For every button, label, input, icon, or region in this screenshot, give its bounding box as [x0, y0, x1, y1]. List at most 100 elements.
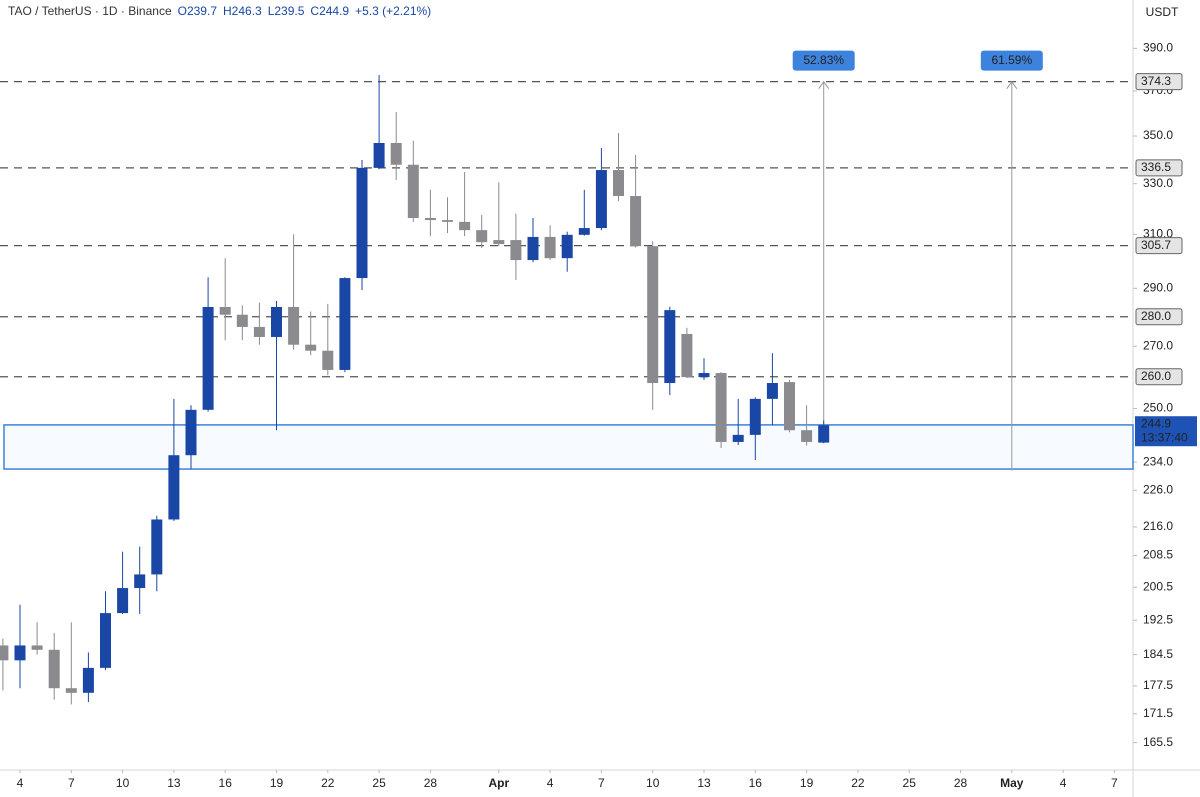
- candle-body: [613, 170, 624, 197]
- candle-body: [219, 306, 231, 315]
- y-tick-label: 250.0: [1143, 401, 1173, 415]
- candle-body: [630, 196, 642, 247]
- candle-body: [527, 236, 539, 261]
- ohlc-value: L239.5: [268, 4, 305, 18]
- candle-body: [134, 574, 146, 589]
- y-tick-label: 310.0: [1143, 226, 1173, 240]
- y-tick-label: 192.5: [1143, 612, 1173, 626]
- ohlc-value: O239.7: [178, 4, 218, 18]
- x-tick-label: 16: [219, 776, 233, 790]
- candle-body: [202, 306, 214, 410]
- candle-body: [48, 649, 60, 689]
- price-tag: [1135, 416, 1197, 447]
- candle-body: [236, 314, 248, 327]
- candle-body: [476, 230, 488, 243]
- candle-body: [424, 218, 436, 221]
- y-tick-label: 226.0: [1143, 482, 1173, 496]
- candle-body: [801, 430, 813, 442]
- y-tick-label: 390.0: [1143, 41, 1173, 55]
- x-tick-label: 13: [697, 776, 711, 790]
- candle-body: [288, 306, 300, 345]
- measure-box: [792, 50, 855, 71]
- x-tick-label: 4: [17, 776, 24, 790]
- candle-body: [561, 234, 573, 259]
- y-tick-label: 208.5: [1143, 548, 1173, 562]
- level-label: 374.3: [1141, 74, 1171, 88]
- y-tick-label: 177.5: [1143, 678, 1173, 692]
- y-tick-label: 290.0: [1143, 280, 1173, 294]
- ohlc-value: C244.9: [310, 4, 349, 18]
- x-tick-label: May: [1000, 776, 1024, 790]
- candle-body: [339, 278, 351, 370]
- level-tag: [1135, 237, 1183, 255]
- measure-box: [980, 50, 1043, 71]
- candle-body: [459, 221, 471, 231]
- candle-body: [100, 613, 111, 668]
- level-label: 260.0: [1141, 369, 1171, 383]
- candle-body: [732, 434, 744, 442]
- level-label: 280.0: [1141, 309, 1171, 323]
- y-tick-label: 200.5: [1143, 579, 1173, 593]
- candle-body: [784, 382, 795, 431]
- y-tick-label: 184.5: [1143, 647, 1173, 661]
- candle-body: [493, 240, 505, 245]
- candle-body: [31, 645, 43, 650]
- level-tag: [1135, 73, 1183, 91]
- candle-body: [65, 688, 77, 693]
- candle-body: [356, 167, 368, 279]
- symbol: TAO / TetherUS · 1D · Binance: [8, 4, 172, 18]
- x-tick-label: 28: [424, 776, 438, 790]
- candle-body: [698, 373, 710, 378]
- y-tick-label: 330.0: [1143, 176, 1173, 190]
- x-tick-label: 19: [800, 776, 814, 790]
- candle-body: [117, 588, 129, 614]
- level-tag: [1135, 368, 1183, 386]
- candle-body: [442, 220, 453, 222]
- candle-body: [664, 310, 676, 384]
- y-tick-label: 234.0: [1143, 454, 1173, 468]
- candle-body: [390, 142, 402, 165]
- y-tick-label: 270.0: [1143, 338, 1173, 352]
- candle-body: [0, 645, 9, 661]
- measure-label: 61.59%: [991, 53, 1032, 67]
- x-tick-label: 13: [167, 776, 181, 790]
- x-tick-label: 10: [646, 776, 660, 790]
- candle-body: [14, 645, 26, 661]
- ohlc-value: H246.3: [223, 4, 262, 18]
- x-tick-label: 25: [372, 776, 386, 790]
- candle-body: [749, 398, 761, 435]
- candle-body: [578, 228, 590, 235]
- candle-body: [510, 240, 522, 261]
- candle-body: [271, 306, 282, 337]
- x-tick-label: 28: [954, 776, 968, 790]
- arrow-head: [818, 80, 830, 89]
- x-tick-label: 7: [1111, 776, 1118, 790]
- y-tick-label: 216.0: [1143, 519, 1173, 533]
- candle-body: [185, 409, 197, 456]
- level-tag: [1135, 308, 1183, 326]
- y-tick-label: 165.5: [1143, 735, 1173, 749]
- header: TAO / TetherUS · 1D · Binance O239.7 H246.…: [8, 4, 431, 18]
- arrow-head: [1006, 80, 1018, 89]
- candle-body: [322, 350, 334, 370]
- candle-body: [407, 164, 419, 219]
- candle-body: [82, 667, 94, 693]
- x-tick-label: 25: [903, 776, 917, 790]
- x-tick-label: 22: [851, 776, 865, 790]
- x-tick-label: 16: [749, 776, 763, 790]
- candle-body: [168, 455, 180, 520]
- x-tick-label: 7: [598, 776, 605, 790]
- x-tick-label: Apr: [488, 776, 509, 790]
- candle-body: [681, 333, 693, 378]
- candle-body: [766, 383, 778, 399]
- x-tick-label: 7: [68, 776, 75, 790]
- level-label: 305.7: [1141, 238, 1171, 252]
- candle-body: [305, 344, 317, 351]
- level-tag: [1135, 159, 1183, 177]
- x-tick-label: 4: [547, 776, 554, 790]
- measure-label: 52.83%: [803, 53, 844, 67]
- x-tick-label: 19: [270, 776, 284, 790]
- candle-body: [253, 326, 265, 337]
